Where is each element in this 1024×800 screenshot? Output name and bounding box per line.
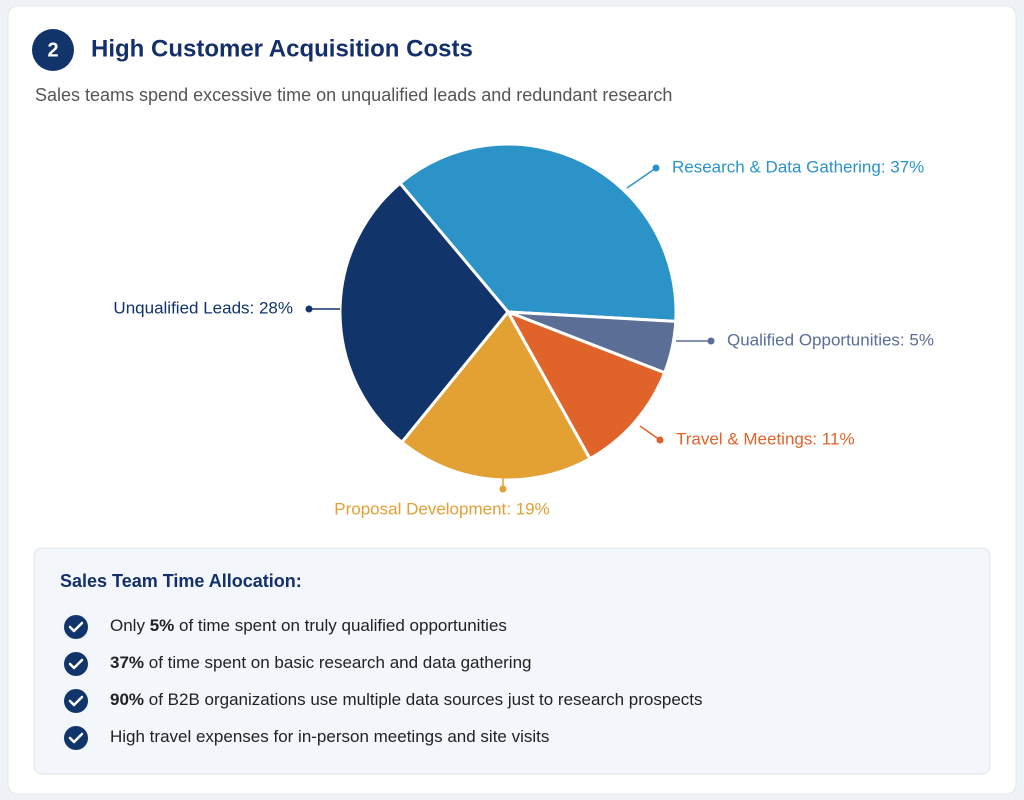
bold-text: 5% xyxy=(150,616,175,635)
check-mark xyxy=(68,658,84,670)
slice-label: Qualified Opportunities: 5% xyxy=(727,330,934,349)
leader-line xyxy=(626,167,657,189)
list-item: High travel expenses for in-person meeti… xyxy=(110,727,549,746)
check-icon xyxy=(64,615,88,639)
slice-label: Travel & Meetings: 11% xyxy=(676,429,855,448)
leader-dot xyxy=(707,337,715,345)
title: High Customer Acquisition Costs xyxy=(91,35,473,62)
pie-slice xyxy=(399,309,593,482)
list-item: 90% of B2B organizations use multiple da… xyxy=(110,690,703,709)
leader-dot xyxy=(656,436,664,444)
check-icon xyxy=(64,726,88,750)
leader-dot xyxy=(305,305,313,313)
bold-text: 37% xyxy=(110,653,144,672)
badge xyxy=(32,29,74,71)
badge-number: 2 xyxy=(47,39,58,61)
pie-slice xyxy=(397,142,678,323)
pie-chart: Research & Data Gathering: 37% Qualified … xyxy=(113,142,934,518)
summary-box xyxy=(33,547,991,775)
item-text: High travel expenses for in-person meeti… xyxy=(110,727,549,746)
pie-slice xyxy=(338,181,510,445)
item-text: of time spent on basic research and data… xyxy=(144,653,531,672)
check-mark xyxy=(68,732,84,744)
subtitle: Sales teams spend excessive time on unqu… xyxy=(35,85,672,105)
summary-list: Only 5% of time spent on truly qualified… xyxy=(64,615,703,750)
item-text: of time spent on truly qualified opportu… xyxy=(174,616,507,635)
summary-heading: Sales Team Time Allocation: xyxy=(60,571,302,591)
check-mark xyxy=(68,621,84,633)
check-icon xyxy=(64,652,88,676)
list-item: 37% of time spent on basic research and … xyxy=(110,653,532,672)
slice-label: Research & Data Gathering: 37% xyxy=(672,157,924,176)
slice-label: Unqualified Leads: 28% xyxy=(113,298,293,317)
check-mark xyxy=(68,695,84,707)
leader-dot xyxy=(499,485,507,493)
slice-label: Proposal Development: 19% xyxy=(334,499,549,518)
check-icon xyxy=(64,689,88,713)
bold-text: 90% xyxy=(110,690,144,709)
leader-line xyxy=(639,425,661,441)
item-text: Only xyxy=(110,616,150,635)
pie-slice xyxy=(504,309,667,461)
item-text: of B2B organizations use multiple data s… xyxy=(144,690,702,709)
leader-dot xyxy=(652,164,660,172)
list-item: Only 5% of time spent on truly qualified… xyxy=(110,616,507,635)
